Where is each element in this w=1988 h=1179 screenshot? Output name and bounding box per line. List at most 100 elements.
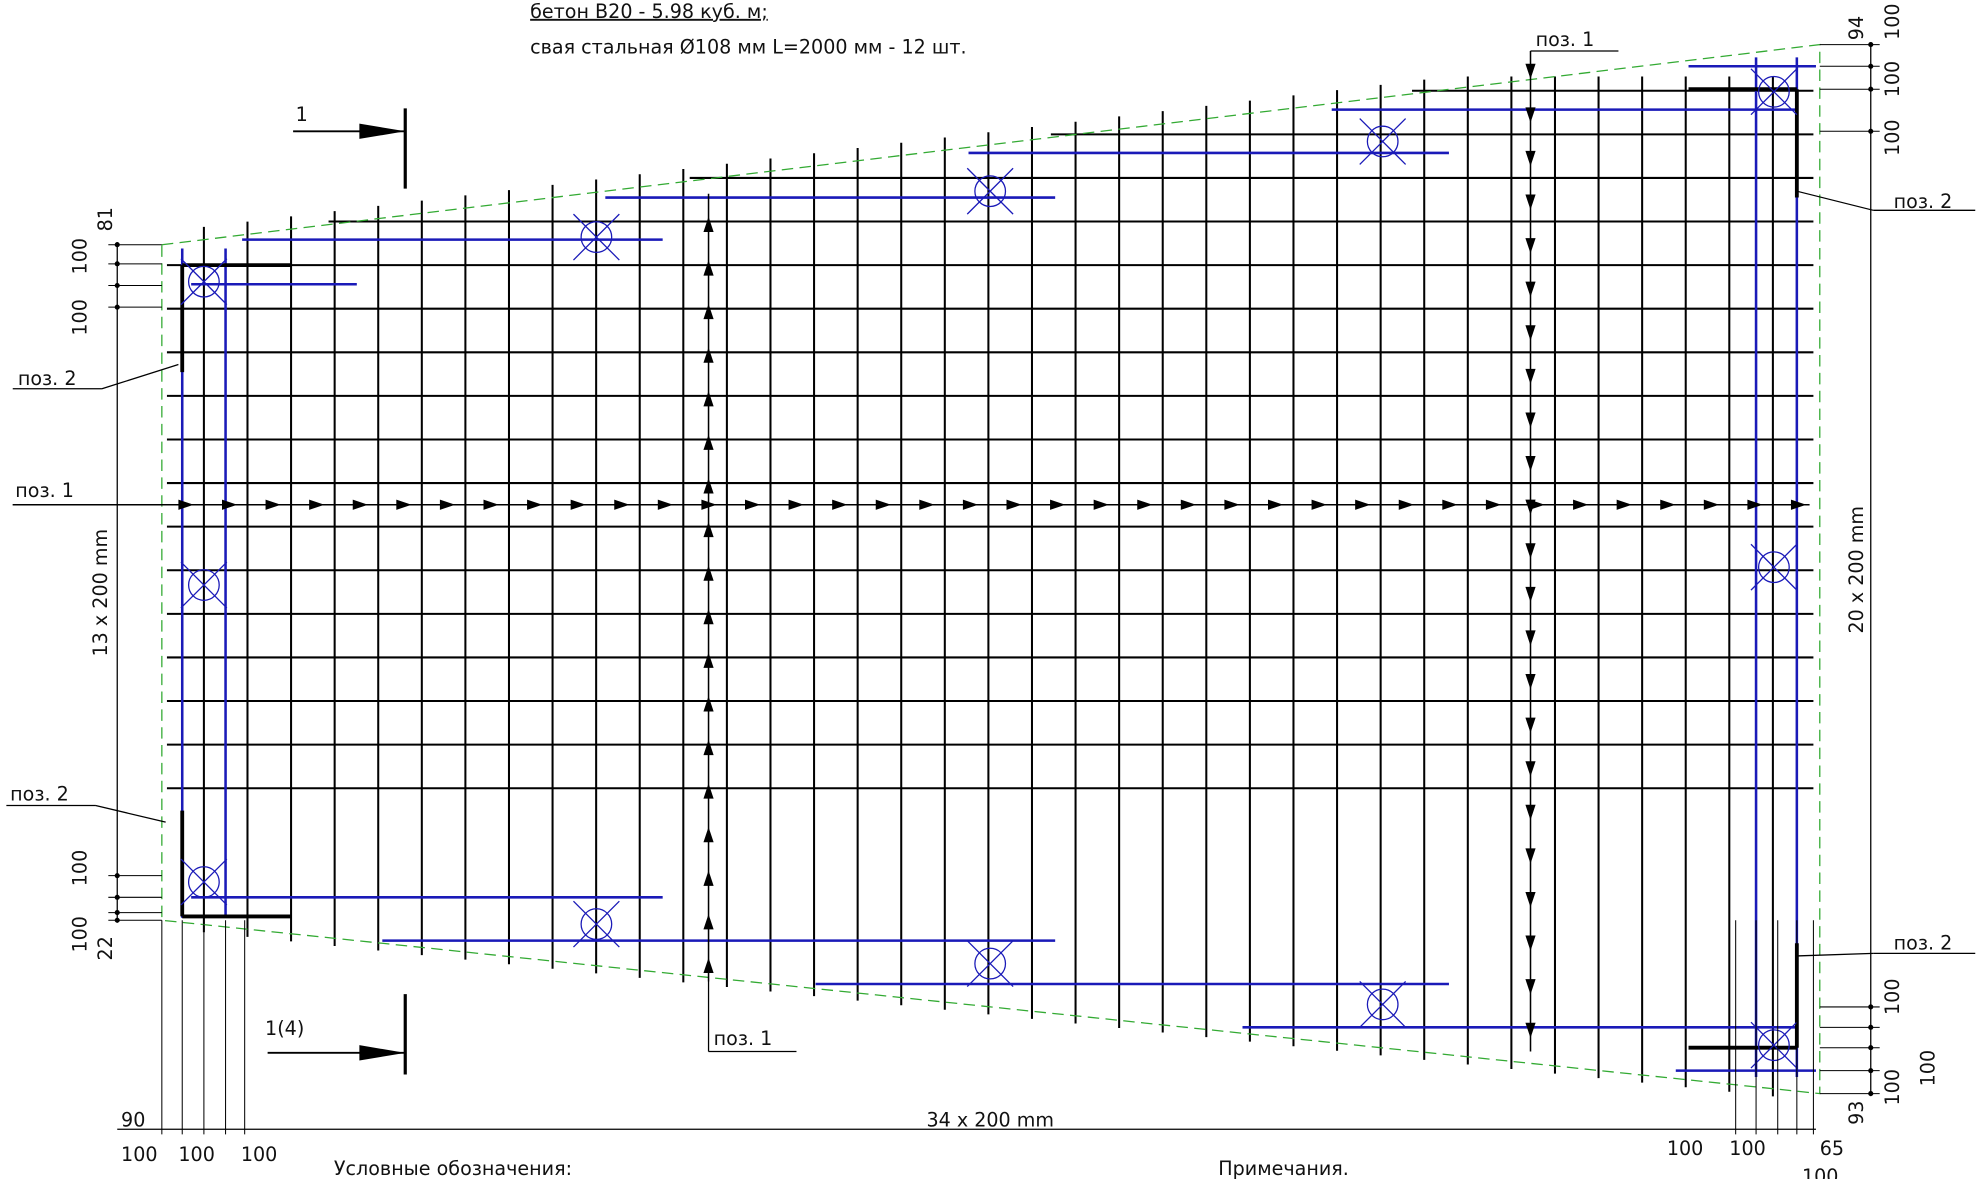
arrow bbox=[1525, 194, 1536, 210]
arrow bbox=[1050, 499, 1066, 510]
dim-dot bbox=[1868, 42, 1874, 48]
dimension-label: 100 bbox=[121, 1143, 157, 1166]
arrow bbox=[1137, 499, 1153, 510]
arrow bbox=[1180, 499, 1197, 510]
dimension-label: 100 bbox=[69, 238, 92, 274]
arrow bbox=[1525, 935, 1536, 951]
dimension-label: 94 bbox=[1845, 16, 1868, 40]
arrow bbox=[1616, 499, 1632, 510]
leader bbox=[95, 804, 166, 823]
pile-cross bbox=[180, 858, 228, 906]
callout: поз. 1 bbox=[15, 479, 74, 502]
arrow bbox=[1485, 499, 1502, 510]
arrow bbox=[1525, 848, 1536, 864]
arrow bbox=[1525, 456, 1536, 472]
pile bbox=[974, 175, 1007, 208]
arrow bbox=[265, 499, 281, 510]
callout: поз. 1 bbox=[714, 1027, 773, 1050]
pile bbox=[580, 908, 613, 941]
dimension-label: 100 bbox=[1729, 1137, 1765, 1160]
dim-dot bbox=[1868, 1024, 1874, 1030]
dimension-label: 20 x 200 mm bbox=[1845, 506, 1868, 634]
pile bbox=[1757, 75, 1790, 108]
dimension-label: 13 x 200 mm bbox=[89, 529, 112, 657]
arrow bbox=[1525, 325, 1536, 341]
dimension-label: 65 bbox=[1820, 1137, 1844, 1160]
leader bbox=[1796, 190, 1874, 211]
dim-dot bbox=[1868, 128, 1874, 134]
dim-dot bbox=[1868, 1068, 1874, 1074]
arrow bbox=[1660, 499, 1676, 510]
arrow bbox=[1525, 150, 1536, 167]
pile bbox=[1366, 988, 1399, 1021]
arrow bbox=[570, 499, 586, 510]
arrow bbox=[1267, 499, 1284, 510]
pile-cross bbox=[573, 213, 620, 261]
dim-dot bbox=[114, 910, 120, 916]
dimension-label: 100 bbox=[1881, 3, 1904, 39]
arrow bbox=[1525, 543, 1536, 559]
arrow bbox=[657, 499, 674, 510]
dim-dot bbox=[114, 304, 120, 310]
arrow bbox=[703, 914, 714, 930]
arrow bbox=[1525, 412, 1536, 428]
pile bbox=[1757, 551, 1790, 584]
arrow bbox=[703, 826, 714, 843]
legend-title: Условные обозначения: bbox=[334, 1157, 572, 1179]
arrow bbox=[703, 783, 714, 799]
dimension-label: 34 x 200 mm bbox=[926, 1109, 1054, 1132]
arrow bbox=[703, 303, 714, 320]
pile bbox=[580, 221, 613, 254]
arrow bbox=[1573, 499, 1589, 510]
dimension-label: 100 bbox=[1881, 119, 1904, 155]
dimension-label: 22 bbox=[94, 936, 117, 960]
arrow bbox=[703, 391, 714, 407]
pile-cross bbox=[966, 940, 1014, 987]
arrow bbox=[703, 696, 714, 712]
arrow bbox=[1093, 499, 1109, 510]
dimension-label: 100 bbox=[178, 1143, 214, 1166]
arrow bbox=[1703, 499, 1720, 510]
arrow bbox=[1442, 499, 1458, 510]
arrow bbox=[527, 499, 543, 510]
pile-cross bbox=[1750, 543, 1798, 591]
arrow bbox=[1790, 499, 1807, 510]
arrow bbox=[352, 499, 369, 510]
leader bbox=[1796, 952, 1874, 957]
dimension-label: 93 bbox=[1845, 1101, 1868, 1125]
piles-note: свая стальная Ø108 мм L=2000 мм - 12 шт. bbox=[530, 36, 966, 59]
arrow bbox=[703, 478, 714, 494]
arrow bbox=[1398, 499, 1415, 510]
dimension-label: 81 bbox=[94, 207, 117, 231]
dimension-label: 100 bbox=[1916, 1050, 1939, 1086]
arrow bbox=[703, 260, 714, 276]
rebar-grid bbox=[6, 42, 1976, 1135]
arrow bbox=[1355, 499, 1371, 510]
dimension-label: 100 bbox=[69, 850, 92, 886]
arrow bbox=[1525, 891, 1536, 908]
dimension-label: 100 bbox=[1802, 1165, 1838, 1179]
dimension-label: 90 bbox=[121, 1109, 145, 1132]
arrow bbox=[1747, 499, 1763, 510]
dim-dot bbox=[114, 261, 120, 267]
callout: поз. 2 bbox=[1894, 190, 1953, 213]
arrow bbox=[1525, 1022, 1536, 1039]
dimension-label: 100 bbox=[69, 299, 92, 335]
arrow bbox=[1525, 979, 1536, 995]
arrow bbox=[178, 499, 194, 510]
arrow bbox=[703, 216, 714, 232]
slab-outline bbox=[161, 43, 1821, 1095]
arrow bbox=[1006, 499, 1022, 510]
pile bbox=[1366, 125, 1399, 158]
arrow bbox=[1525, 107, 1536, 123]
arrow bbox=[1525, 368, 1536, 385]
arrow bbox=[1525, 281, 1536, 297]
arrow bbox=[1525, 630, 1536, 646]
dim-dot bbox=[114, 242, 120, 248]
pile-cross bbox=[573, 900, 620, 948]
dim-dot bbox=[1868, 1004, 1874, 1010]
pile-cross bbox=[1750, 1021, 1798, 1069]
dim-dot bbox=[1868, 1091, 1874, 1097]
arrow bbox=[396, 499, 412, 510]
